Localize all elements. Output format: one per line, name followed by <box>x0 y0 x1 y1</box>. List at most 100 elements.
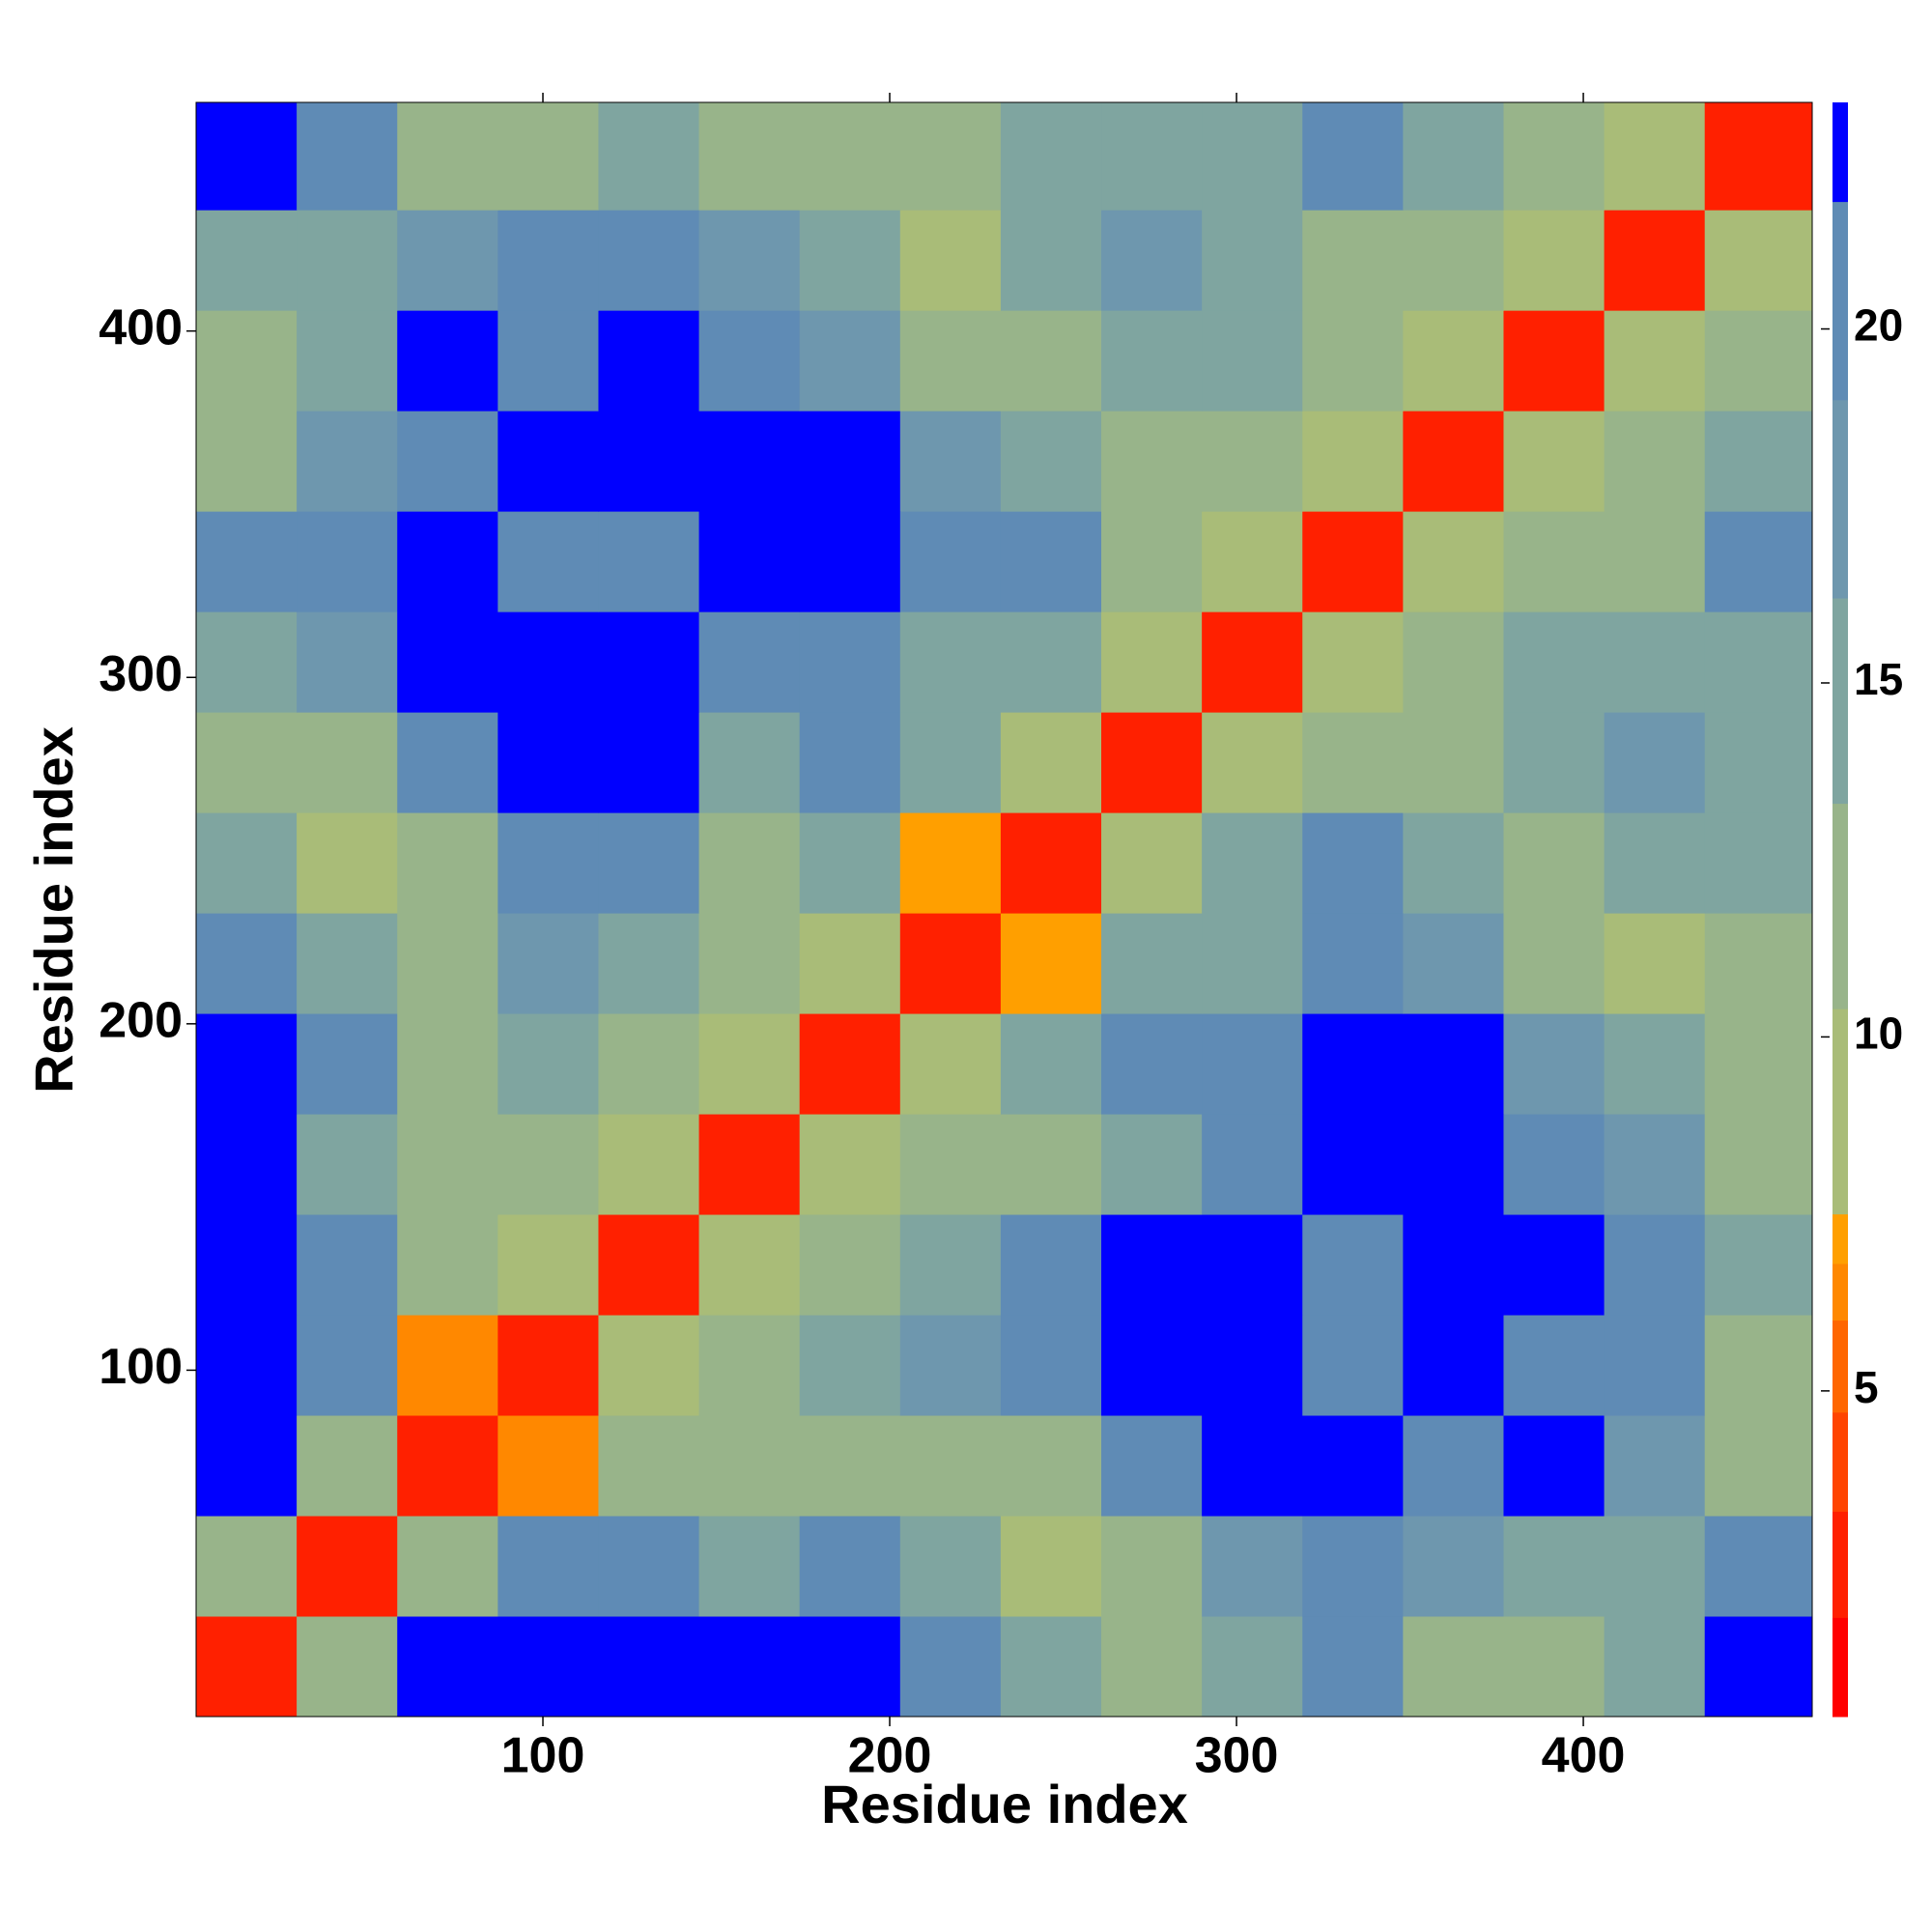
heatmap-cell <box>1403 913 1504 1014</box>
heatmap-cell <box>1202 1114 1303 1215</box>
heatmap-cell <box>698 712 801 813</box>
colorbar-segment <box>1833 201 1848 401</box>
heatmap-cell <box>497 1315 599 1416</box>
heatmap-cell <box>1202 210 1303 311</box>
heatmap-cell <box>799 1013 901 1115</box>
heatmap-cell <box>1000 1114 1102 1215</box>
heatmap-cell <box>1704 1516 1813 1617</box>
heatmap-cell <box>1403 712 1504 813</box>
heatmap-cell <box>1302 1516 1404 1617</box>
heatmap-cell <box>1000 102 1102 211</box>
heatmap-cell <box>698 1616 801 1718</box>
y-tick-label: 300 <box>99 646 183 702</box>
heatmap-cell <box>297 1214 398 1316</box>
colorbar-segment <box>1833 1213 1848 1264</box>
heatmap-cell <box>1202 1616 1303 1718</box>
heatmap-cell <box>799 210 901 311</box>
heatmap-cell <box>799 411 901 512</box>
heatmap-cell <box>1000 1616 1102 1718</box>
x-axis-label: Residue index <box>821 1774 1188 1834</box>
heatmap-cell <box>698 1415 801 1517</box>
heatmap-cell <box>1604 1516 1706 1617</box>
colorbar-segment <box>1833 1320 1848 1413</box>
colorbar-segment <box>1833 803 1848 1009</box>
heatmap-cell <box>899 511 1002 612</box>
heatmap-cell <box>1604 1315 1706 1416</box>
heatmap-cell <box>397 411 498 512</box>
heatmap-cell <box>598 611 700 713</box>
heatmap-cell <box>1604 210 1706 311</box>
colorbar-segment <box>1833 1411 1848 1512</box>
heatmap-cell <box>1000 913 1102 1014</box>
heatmap-cell <box>1202 1214 1303 1316</box>
heatmap-cell <box>497 913 599 1014</box>
heatmap-cell <box>1403 1315 1504 1416</box>
heatmap-cell <box>1604 1616 1706 1718</box>
heatmap-cell <box>598 1616 700 1718</box>
x-tick-label: 400 <box>1542 1728 1626 1784</box>
heatmap-cell <box>799 1616 901 1718</box>
heatmap-cell <box>1000 411 1102 512</box>
heatmap-cell <box>1000 611 1102 713</box>
y-tick-label: 400 <box>99 299 183 355</box>
heatmap-cell <box>196 1516 298 1617</box>
heatmap-cell <box>1704 812 1813 914</box>
heatmap-cell <box>899 1516 1002 1617</box>
heatmap-cell <box>497 1415 599 1517</box>
heatmap-cell <box>1604 812 1706 914</box>
heatmap-cell <box>698 1114 801 1215</box>
heatmap-cell <box>1101 210 1203 311</box>
heatmap-cell <box>297 812 398 914</box>
heatmap-cell <box>1604 611 1706 713</box>
heatmap-cell <box>899 1214 1002 1316</box>
heatmap-cell <box>1604 511 1706 612</box>
heatmap-cell <box>598 1415 700 1517</box>
heatmap-cell <box>397 1315 498 1416</box>
heatmap-cell <box>1101 511 1203 612</box>
heatmap-cell <box>598 210 700 311</box>
heatmap-cell <box>1503 102 1605 211</box>
y-tick-label: 100 <box>99 1339 183 1395</box>
heatmap-cell <box>1000 1516 1102 1617</box>
heatmap-cell <box>1101 102 1203 211</box>
colorbar-tick-label: 20 <box>1854 300 1903 351</box>
heatmap-cell <box>598 913 700 1014</box>
heatmap-cell <box>397 812 498 914</box>
heatmap-cell <box>297 511 398 612</box>
heatmap-cell <box>1403 1516 1504 1617</box>
heatmap-cell <box>196 1114 298 1215</box>
heatmap-cell <box>497 310 599 412</box>
heatmap-cell <box>1101 1114 1203 1215</box>
heatmap-cell <box>698 611 801 713</box>
heatmap-cell <box>1503 913 1605 1014</box>
heatmap-cell <box>497 1214 599 1316</box>
heatmap-cell <box>397 913 498 1014</box>
heatmap-cell <box>1000 712 1102 813</box>
heatmap-cell <box>899 812 1002 914</box>
heatmap-cell <box>1101 812 1203 914</box>
heatmap-cell <box>1503 210 1605 311</box>
heatmap-cell <box>598 1114 700 1215</box>
colorbar-segment <box>1833 1009 1848 1215</box>
heatmap-cell <box>899 1616 1002 1718</box>
heatmap-cell <box>1302 1616 1404 1718</box>
heatmap-cell <box>899 210 1002 311</box>
heatmap-cell <box>598 102 700 211</box>
heatmap-cell <box>1101 1415 1203 1517</box>
heatmap-cell <box>598 812 700 914</box>
heatmap-cell <box>698 310 801 412</box>
heatmap-cell <box>1302 1114 1404 1215</box>
heatmap-cell <box>1101 611 1203 713</box>
heatmap-cell <box>799 511 901 612</box>
heatmap-cell <box>297 712 398 813</box>
heatmap-cell <box>1403 1616 1504 1718</box>
x-tick-label: 300 <box>1195 1728 1279 1784</box>
heatmap-cell <box>1000 511 1102 612</box>
heatmap-cell <box>598 1013 700 1115</box>
heatmap-cell <box>1704 102 1813 211</box>
heatmap-cell <box>698 812 801 914</box>
colorbar-segment <box>1833 1617 1848 1718</box>
heatmap-cell <box>1202 913 1303 1014</box>
y-tick-label: 200 <box>99 993 183 1049</box>
colorbar-segment <box>1833 399 1848 599</box>
